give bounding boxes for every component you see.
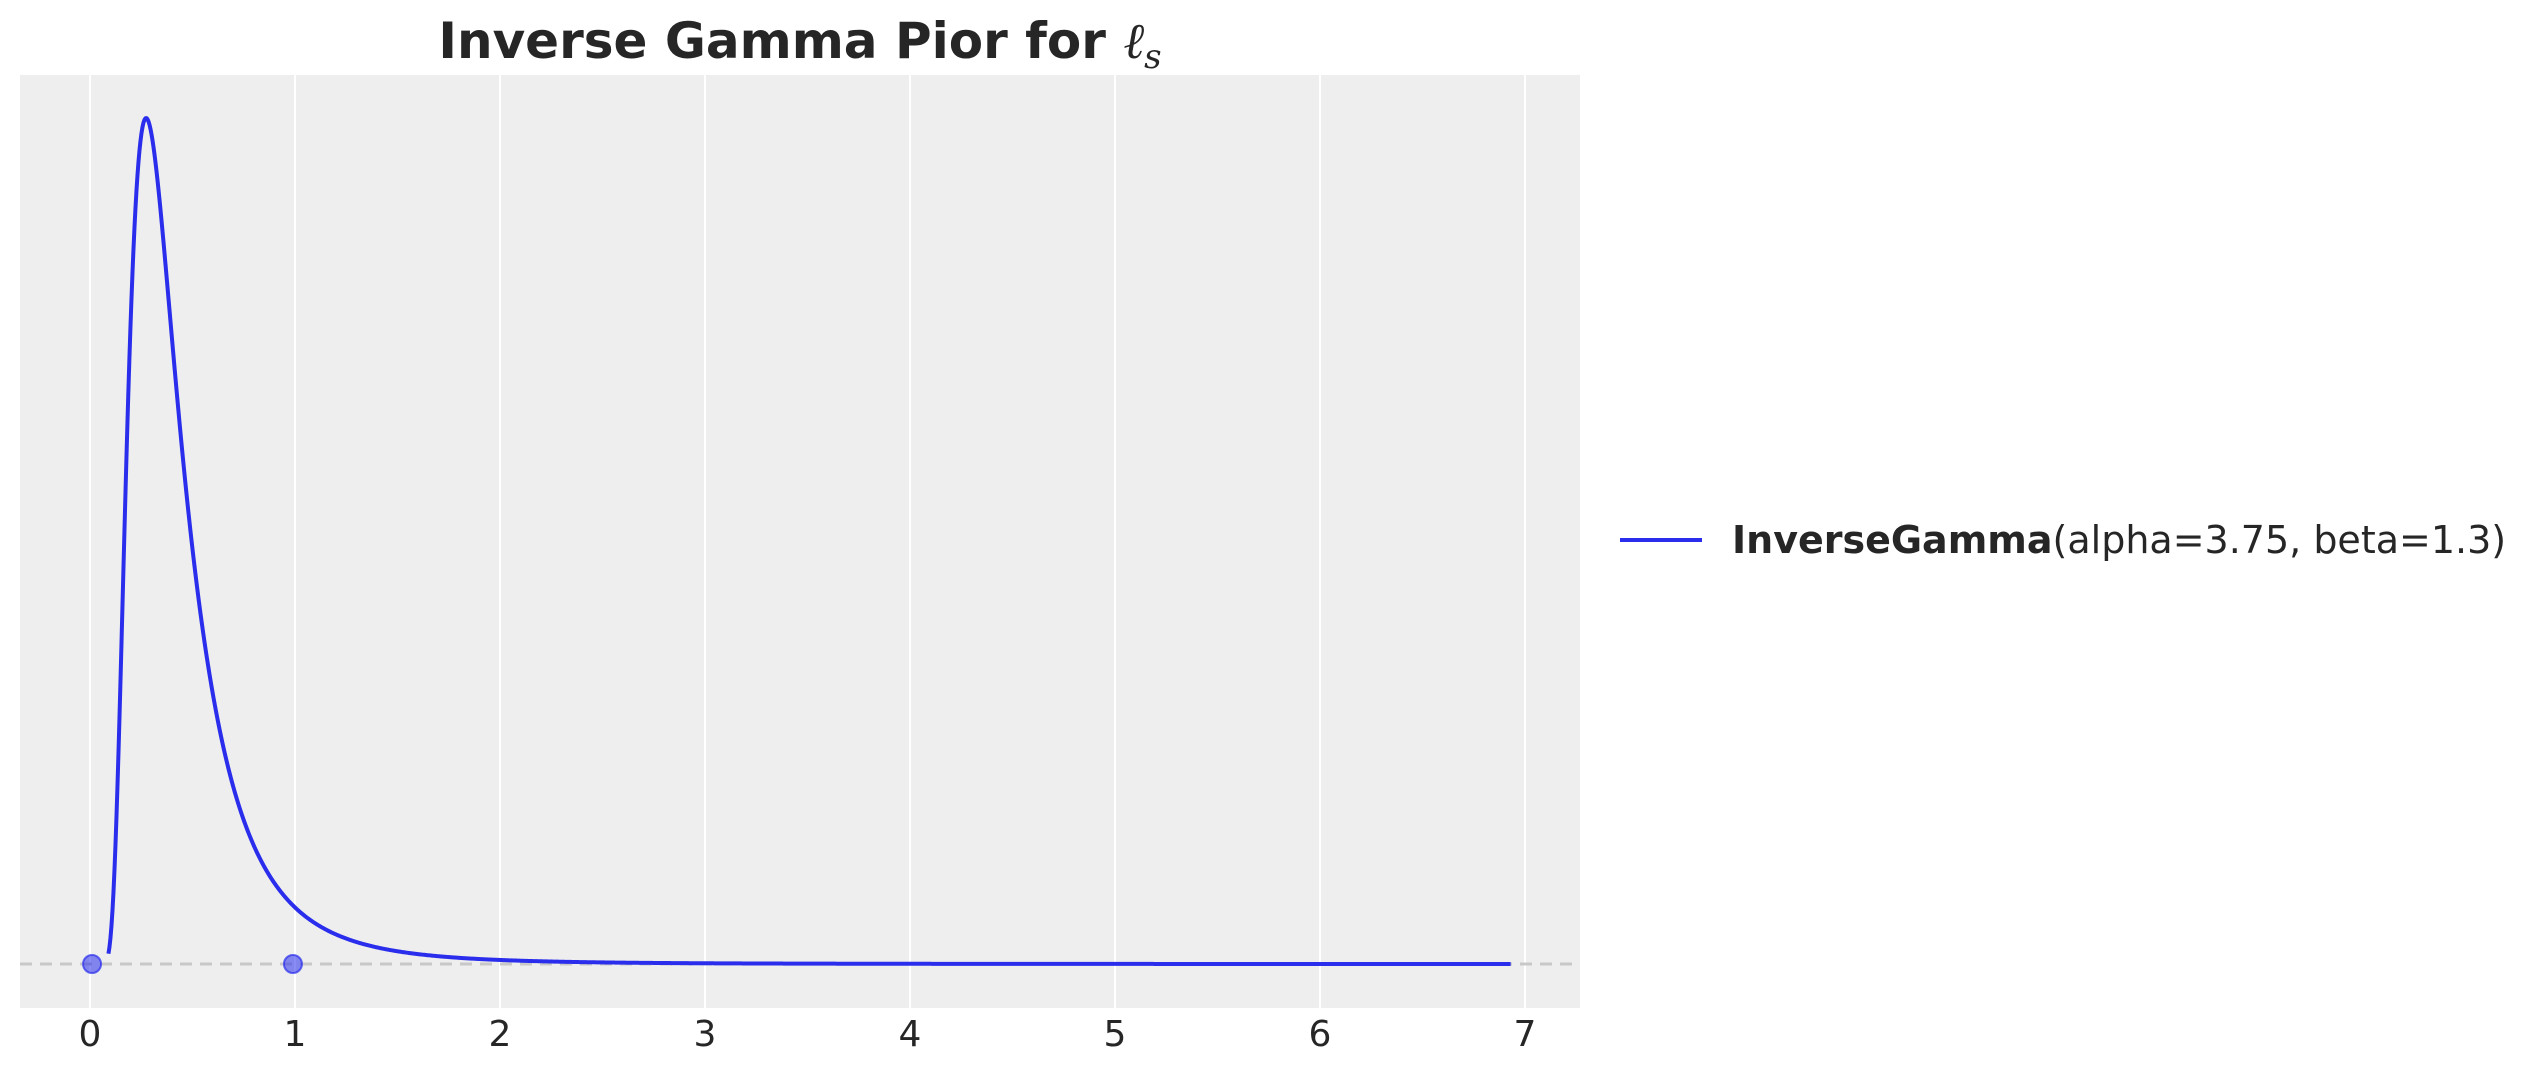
x-tick-label-1: 1 (284, 1014, 307, 1055)
chart-title: Inverse Gamma Pior for ℓs (438, 12, 1161, 77)
x-tick-label-0: 0 (79, 1014, 102, 1055)
reference-point-0 (82, 954, 103, 974)
legend-label-name: InverseGamma (1732, 518, 2053, 562)
x-tick-label-4: 4 (899, 1014, 922, 1055)
x-tick-label-6: 6 (1309, 1014, 1332, 1055)
x-axis-ticks: 0 1 2 3 4 5 6 7 (79, 1014, 1537, 1055)
chart-title-math-subscript: s (1144, 37, 1161, 77)
legend-label-inversegamma: InverseGamma(alpha=3.75, beta=1.3) (1732, 518, 2506, 562)
legend-label-params: (alpha=3.75, beta=1.3) (2053, 518, 2507, 562)
vertical-grid (89, 75, 1526, 1008)
x-tick-label-3: 3 (694, 1014, 717, 1055)
chart-title-text: Inverse Gamma Pior for (438, 12, 1123, 70)
x-tick-label-5: 5 (1104, 1014, 1127, 1055)
chart-title-math-symbol: ℓ (1123, 12, 1144, 70)
reference-points (82, 954, 303, 974)
reference-point-1 (282, 954, 303, 974)
legend: InverseGamma(alpha=3.75, beta=1.3) (1620, 518, 2506, 562)
x-tick-label-7: 7 (1514, 1014, 1537, 1055)
series-line-inversegamma (106, 116, 1512, 966)
x-tick-label-2: 2 (489, 1014, 512, 1055)
plot-background (20, 75, 1580, 1008)
